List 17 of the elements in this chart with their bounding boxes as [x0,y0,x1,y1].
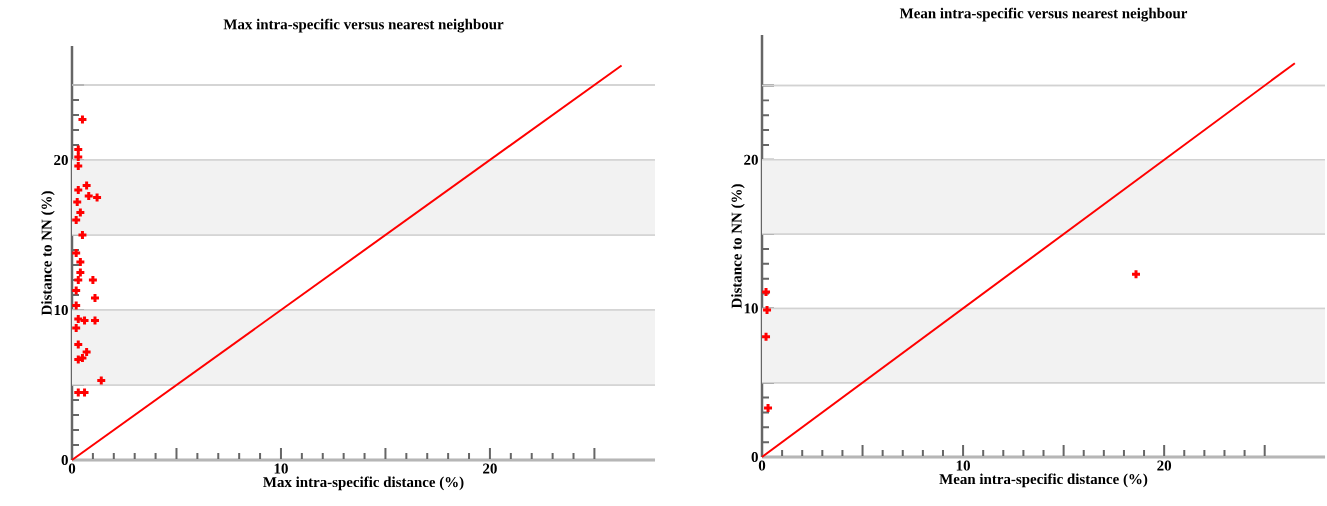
y-tick-label: 20 [744,154,758,165]
x-axis-title: Mean intra-specific distance (%) [939,473,1148,488]
y-tick-label: 10 [54,304,68,316]
y-axis-title: Distance to NN (%) [731,184,745,309]
x-tick-label: 20 [1157,460,1172,471]
y-axis-title: Distance to NN (%) [41,191,55,316]
y-tick-label: 20 [54,154,68,166]
y-tick-label: 0 [751,451,758,463]
x-axis-title: Max intra-specific distance (%) [263,476,464,491]
x-tick-label: 10 [274,463,288,474]
x-tick-label: 20 [483,463,497,474]
x-tick-label: 0 [68,463,76,474]
chart-title: Max intra-specific versus nearest neighbour [223,18,504,33]
y-tick-label: 10 [744,303,758,314]
x-tick-label: 0 [758,460,766,471]
x-tick-label: 10 [956,460,970,471]
chart-title: Mean intra-specific versus nearest neighbour [899,7,1188,22]
